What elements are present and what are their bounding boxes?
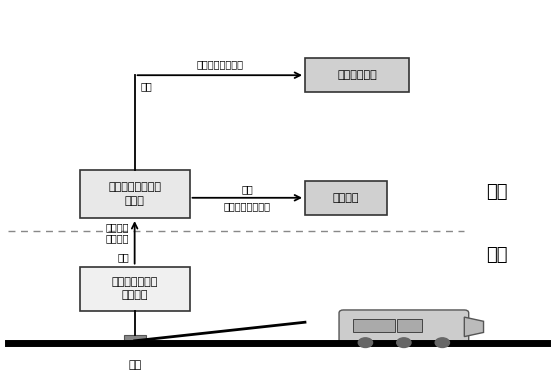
Bar: [124, 335, 145, 345]
Text: 发送道岔: 发送道岔: [105, 222, 129, 233]
Text: 发送道岔表示信息: 发送道岔表示信息: [224, 201, 271, 211]
Bar: [305, 181, 387, 215]
Text: 微机监测系统: 微机监测系统: [337, 70, 377, 80]
Circle shape: [397, 338, 411, 348]
Text: 室内防错型道岔表
示模块: 室内防错型道岔表 示模块: [108, 182, 161, 206]
Text: 表示信息: 表示信息: [105, 234, 129, 244]
Circle shape: [359, 338, 372, 348]
Bar: [80, 267, 190, 311]
Text: 室外防错型道岔
表示模块: 室外防错型道岔 表示模块: [112, 277, 158, 300]
Text: 道岔: 道岔: [128, 360, 142, 370]
Bar: [80, 170, 190, 218]
Text: 发送道岔表示信息: 发送道岔表示信息: [196, 60, 243, 70]
Text: 室外: 室外: [487, 246, 508, 264]
Text: 解码: 解码: [241, 184, 253, 194]
Circle shape: [435, 338, 450, 348]
FancyBboxPatch shape: [353, 319, 395, 332]
Polygon shape: [465, 317, 483, 337]
FancyBboxPatch shape: [397, 319, 422, 332]
Text: 编码: 编码: [118, 252, 129, 262]
Text: 联锁系统: 联锁系统: [333, 193, 360, 203]
Text: 室内: 室内: [487, 183, 508, 201]
Bar: [305, 58, 410, 92]
FancyBboxPatch shape: [339, 310, 469, 344]
Text: 解码: 解码: [140, 81, 152, 91]
